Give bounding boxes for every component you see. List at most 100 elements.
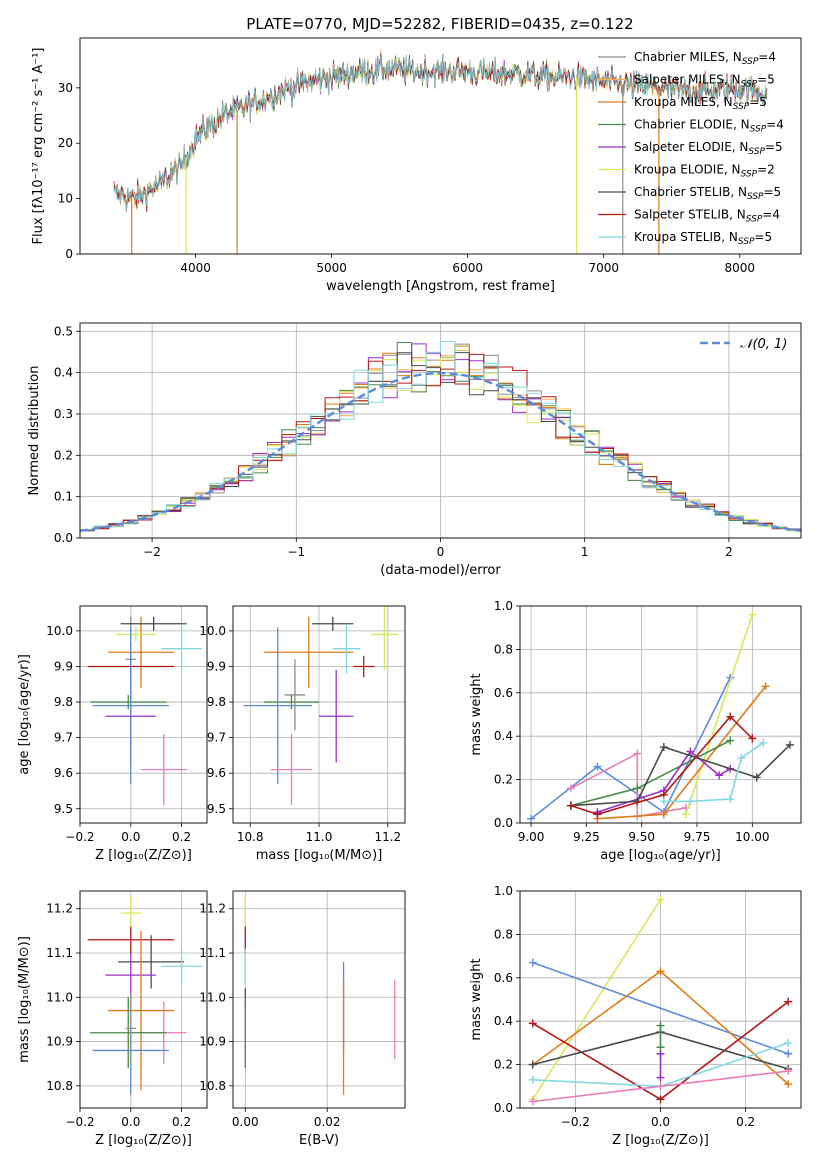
weight-point-marker	[752, 773, 761, 782]
y-tick-label: 10.0	[199, 624, 226, 638]
y-tick-label: 9.9	[54, 659, 73, 673]
x-axis-label: age [log₁₀(age/yr)]	[600, 848, 721, 863]
x-tick-label: 0.2	[736, 1115, 755, 1129]
weight-point-marker	[686, 747, 695, 756]
y-tick-label: 0.3	[54, 407, 73, 421]
x-tick-label: 0	[437, 545, 445, 559]
y-tick-label: 9.8	[207, 695, 226, 709]
x-axis-label: E(B-V)	[299, 1133, 339, 1148]
y-tick-label: 11.2	[199, 902, 226, 916]
y-tick-label: 11.0	[199, 990, 226, 1004]
x-axis-label: wavelength [Angstrom, rest frame]	[326, 279, 555, 294]
weight-point-marker	[784, 1067, 793, 1076]
weight-point-marker	[726, 736, 735, 745]
weight-point-marker	[659, 810, 668, 819]
age_vs_mass-frame	[232, 605, 406, 824]
y-tick-label: 0.2	[494, 1058, 513, 1072]
y-tick-label: 10.9	[46, 1035, 73, 1049]
age_vs_Z-points	[87, 616, 202, 806]
y-tick-label: 0.6	[494, 971, 513, 985]
weight-point-marker	[784, 997, 793, 1006]
weight-point-marker	[659, 797, 668, 806]
weight-point-marker	[656, 1082, 665, 1091]
legend-label-sub: SSP	[738, 237, 755, 247]
x-tick-label: −0.2	[65, 830, 94, 844]
x-tick-label: 8000	[725, 261, 756, 275]
weight-point-marker	[593, 810, 602, 819]
weight-series-line	[532, 961, 789, 1055]
weight_vs_age-frame	[519, 605, 802, 824]
y-tick-label: 0.5	[54, 324, 73, 338]
legend-label-sub: SSP	[747, 192, 764, 202]
weight-point-marker	[686, 797, 695, 806]
weight-point-marker	[759, 738, 768, 747]
y-tick-label: 20	[58, 136, 73, 150]
normal-curve	[80, 371, 801, 532]
y-tick-label: 10	[58, 192, 73, 206]
weight-point-marker	[633, 784, 642, 793]
legend-label-text: Chabrier ELODIE, N	[634, 118, 750, 132]
legend-label-text: Chabrier MILES, N	[634, 50, 742, 64]
x-tick-label: 2	[725, 545, 733, 559]
y-tick-label: 0.2	[54, 448, 73, 462]
y-axis-label: mass weight	[469, 673, 484, 755]
y-tick-label: 11.0	[46, 990, 73, 1004]
legend-label: Kroupa STELIB, NSSP=5	[634, 230, 772, 247]
legend-label-text: Kroupa MILES, N	[634, 95, 733, 109]
y-tick-label: 11.2	[46, 902, 73, 916]
legend-label-tail: =5	[749, 95, 767, 109]
weight_vs_age-lines	[527, 610, 794, 823]
weight-point-marker	[527, 814, 536, 823]
y-tick-label: 11.1	[46, 946, 73, 960]
x-tick-label: 0.02	[314, 1115, 341, 1129]
x-axis-label: Z [log₁₀(Z/Z⊙)]	[612, 1133, 709, 1148]
y-tick-label: 0	[65, 247, 73, 261]
x-tick-label: 7000	[588, 261, 619, 275]
y-tick-label: 0.8	[494, 927, 513, 941]
x-tick-label: 10.8	[237, 830, 264, 844]
spectrum-series-line	[113, 55, 768, 211]
weight-point-marker	[726, 795, 735, 804]
legend-label-text: Kroupa STELIB, N	[634, 230, 738, 244]
y-axis-label: mass weight	[469, 958, 484, 1040]
legend-label-sub: SSP	[748, 147, 765, 157]
y-axis-label: Normed distribution	[27, 366, 42, 496]
weight-point-marker	[633, 749, 642, 758]
x-tick-label: 1	[581, 545, 589, 559]
weight-point-marker	[784, 1049, 793, 1058]
legend-label: Salpeter STELIB, NSSP=4	[634, 208, 780, 225]
legend-label-sub: SSP	[741, 80, 758, 90]
x-tick-label: 6000	[452, 261, 483, 275]
residuals-frame	[79, 322, 802, 539]
legend-label-tail: =4	[762, 208, 780, 222]
spectrum-frame	[79, 37, 802, 255]
x-tick-label: 0.2	[172, 830, 191, 844]
residual-histograms	[80, 341, 801, 538]
figure-title: PLATE=0770, MJD=52282, FIBERID=0435, z=0…	[246, 15, 633, 33]
weight-point-marker	[528, 1097, 537, 1106]
y-tick-label: 0.4	[494, 729, 513, 743]
age_vs_Z-frame	[79, 605, 208, 824]
x-tick-label: 11.0	[306, 830, 333, 844]
y-tick-label: 30	[58, 81, 73, 95]
legend-label: Kroupa MILES, NSSP=5	[634, 95, 767, 112]
weight-point-marker	[784, 1080, 793, 1089]
legend-label-text: Salpeter STELIB, N	[634, 208, 746, 222]
weight-point-marker	[656, 1021, 665, 1030]
weight-point-marker	[784, 1038, 793, 1047]
weight-series-line	[685, 614, 754, 815]
y-tick-label: 1.0	[494, 884, 513, 898]
weight-point-marker	[748, 610, 757, 619]
weight-point-marker	[593, 762, 602, 771]
weight-point-marker	[656, 895, 665, 904]
x-tick-label: 5000	[316, 261, 347, 275]
age_vs_mass-points	[243, 606, 399, 806]
y-tick-label: 0.0	[494, 1101, 513, 1115]
x-tick-label: 4000	[180, 261, 211, 275]
x-tick-label: 0.0	[651, 1115, 670, 1129]
weight-point-marker	[528, 1060, 537, 1069]
y-tick-label: 0.0	[494, 816, 513, 830]
weight-point-marker	[748, 734, 757, 743]
y-tick-label: 0.2	[494, 773, 513, 787]
